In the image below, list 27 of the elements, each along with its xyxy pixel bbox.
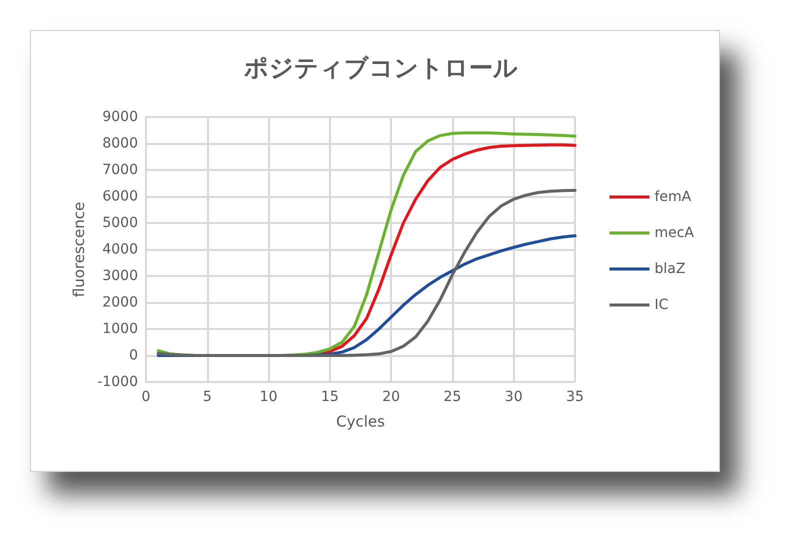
y-tick-label: 2000 — [102, 294, 138, 310]
y-tick-label: -1000 — [97, 374, 138, 390]
legend-label: IC — [654, 297, 669, 313]
chart-title: ポジティブコントロール — [243, 54, 518, 82]
x-tick-label: 5 — [202, 389, 212, 405]
legend-label: blaZ — [654, 261, 686, 277]
y-tick-label: 5000 — [102, 215, 138, 231]
y-tick-label: 0 — [129, 348, 138, 364]
x-tick-label: 15 — [320, 389, 339, 405]
line-series — [156, 188, 576, 357]
y-tick-label: 4000 — [102, 242, 138, 258]
x-axis-title: Cycles — [336, 412, 386, 430]
legend-label: mecA — [654, 225, 694, 241]
x-tick-label: 30 — [504, 389, 523, 405]
y-tick-label: 1000 — [102, 321, 138, 337]
y-tick-label: 9000 — [102, 109, 138, 125]
y-axis-title: fluorescence — [70, 202, 88, 298]
x-tick-label: 25 — [444, 389, 462, 405]
y-tick-label: 3000 — [102, 268, 138, 284]
x-tick-label: 35 — [566, 389, 584, 405]
y-tick-label: 8000 — [102, 136, 138, 152]
x-tick-label: 0 — [142, 389, 150, 405]
y-tick-label: 6000 — [102, 188, 138, 204]
x-tick-label: 10 — [260, 389, 278, 405]
legend-label: femA — [654, 189, 692, 205]
y-tick-label: 7000 — [102, 162, 138, 178]
x-tick-label: 20 — [382, 389, 400, 405]
